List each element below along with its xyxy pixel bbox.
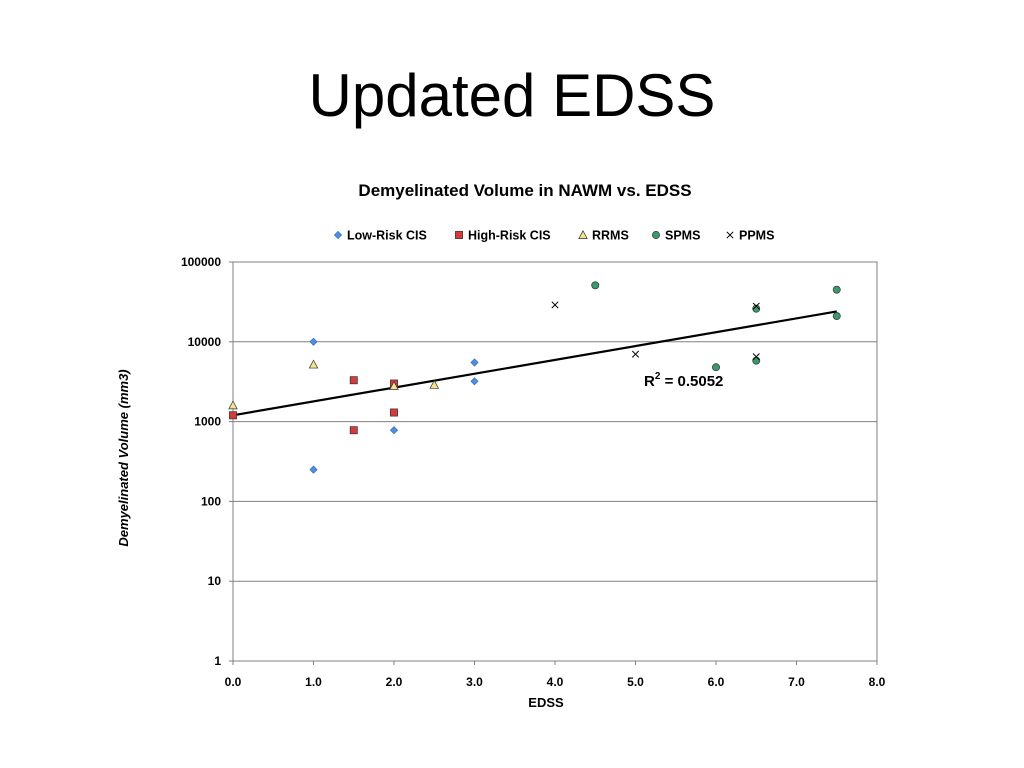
data-point [470,377,479,386]
legend-marker [455,231,463,239]
legend-item: RRMS [578,229,629,243]
data-point [551,301,559,309]
legend-label: Low-Risk CIS [347,229,427,243]
data-point [308,359,319,369]
y-tick-label: 100000 [181,255,221,269]
legend-label: High-Risk CIS [468,229,551,243]
x-axis-label: EDSS [528,695,564,710]
x-tick-label: 8.0 [869,675,886,689]
data-point [228,400,238,410]
legend-label: RRMS [592,229,629,243]
data-point [752,356,761,365]
y-tick-label: 1000 [194,415,221,429]
x-tick-label: 5.0 [627,675,644,689]
data-point [832,312,841,321]
x-tick-label: 4.0 [547,675,564,689]
data-point [752,304,761,313]
y-axis-ticks: 1 10 100 1000 10000 100000 [181,255,233,668]
data-point [349,426,358,435]
data-point [389,426,399,435]
data-point [470,358,479,367]
legend-item: PPMS [726,229,774,243]
data-point [752,353,760,361]
y-tick-label: 100 [201,494,221,508]
data-point [390,408,398,417]
data-points [228,281,841,474]
data-point [309,465,318,474]
x-axis-ticks: 0.0 1.0 2.0 3.0 4.0 5.0 6.0 7.0 8.0 [225,661,886,689]
x-tick-label: 2.0 [386,675,403,689]
data-point [712,363,720,372]
legend-item: High-Risk CIS [455,229,551,243]
x-tick-label: 6.0 [708,675,725,689]
r-squared-value: = 0.5052 [660,373,723,390]
data-point [752,302,760,310]
data-point [389,380,399,390]
y-tick-label: 1 [214,654,221,668]
slide-title: Updated EDSS [308,62,716,129]
x-tick-label: 7.0 [788,675,805,689]
data-point [591,281,600,290]
data-point [309,337,318,346]
legend-marker [333,230,343,240]
x-tick-label: 3.0 [466,675,483,689]
r-squared-sup: 2 [655,371,661,382]
r-squared-annotation: R2 = 0.5052 [644,371,723,390]
legend-item: Low-Risk CIS [333,229,427,243]
legend-label: SPMS [665,229,700,243]
legend-item: SPMS [652,229,700,243]
r-squared-label: R [644,373,655,390]
data-point [349,376,358,385]
legend-marker [726,231,734,239]
chart-legend: Low-Risk CIS High-Risk CIS RRMS SPMS PPMS [333,229,774,243]
y-tick-label: 10 [208,574,222,588]
data-point [832,285,841,294]
legend-marker [652,231,660,239]
legend-label: PPMS [739,229,774,243]
x-tick-label: 1.0 [305,675,322,689]
trendline [232,310,837,417]
x-tick-label: 0.0 [225,675,242,689]
y-axis-label: Demyelinated Volume (mm3) [116,369,131,546]
chart-title: Demyelinated Volume in NAWM vs. EDSS [358,181,691,200]
legend-marker [578,230,588,239]
trendline-line [232,310,837,417]
data-point [631,350,640,358]
data-point [229,411,237,420]
data-point [429,379,440,389]
y-tick-label: 10000 [188,335,222,349]
